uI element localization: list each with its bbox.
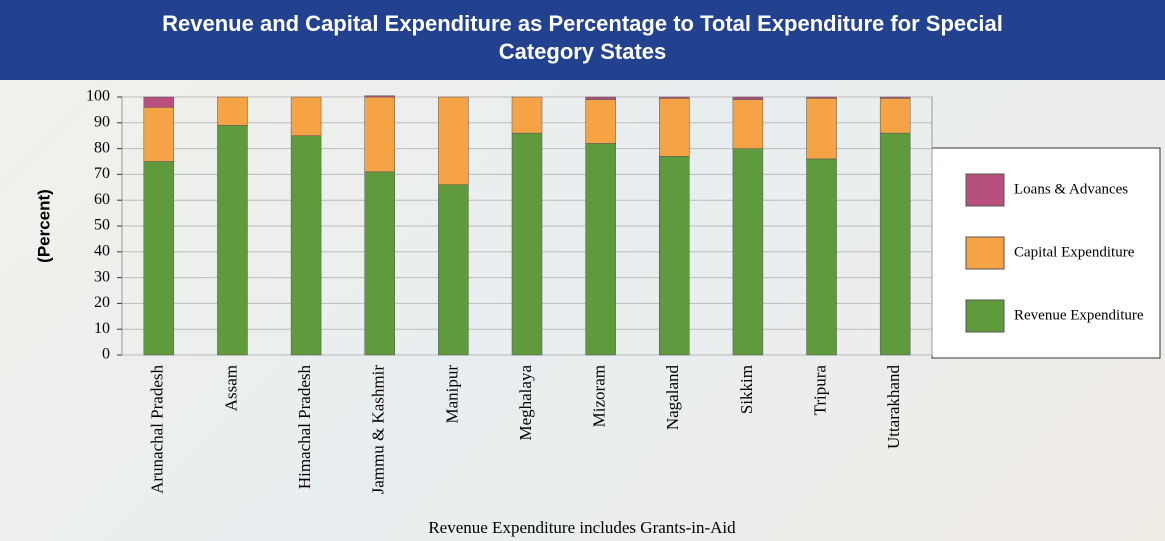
- bar-segment: [438, 96, 469, 185]
- bar-segment: [511, 96, 543, 134]
- x-tick-label: Arunachal Pradesh: [148, 365, 167, 494]
- x-tick-label: Sikkim: [737, 365, 756, 414]
- x-tick-label: Mizoram: [590, 365, 609, 427]
- note: Revenue Expenditure includes Grants-in-A…: [428, 518, 736, 537]
- bar-segment: [806, 96, 837, 99]
- bar-segment: [217, 96, 248, 126]
- bar-segment: [806, 158, 837, 356]
- bar-segment: [364, 96, 395, 173]
- legend-label: Loans & Advances: [1014, 181, 1128, 197]
- bar-segment: [659, 98, 690, 157]
- bar-segment: [732, 148, 764, 356]
- bar-segment: [143, 161, 175, 356]
- y-tick-label: 100: [86, 88, 110, 105]
- y-tick-label: 50: [94, 217, 110, 234]
- x-tick-label: Himachal Pradesh: [295, 365, 314, 490]
- bar-segment: [143, 96, 175, 108]
- x-tick-label: Meghalaya: [516, 365, 535, 441]
- bar-segment: [806, 98, 837, 160]
- bar-segment: [217, 125, 248, 356]
- legend-label: Revenue Expenditure: [1014, 307, 1144, 323]
- y-tick-label: 10: [94, 320, 110, 337]
- bar-segment: [511, 132, 543, 356]
- bar-segment: [290, 96, 322, 136]
- y-tick-label: 20: [94, 294, 110, 311]
- legend-label: Capital Expenditure: [1014, 244, 1135, 260]
- bar-segment: [879, 98, 911, 134]
- bar-segment: [585, 99, 616, 144]
- y-tick-label: 90: [94, 113, 110, 130]
- bar-segment: [879, 132, 911, 356]
- chart-title: Revenue and Capital Expenditure as Perce…: [0, 0, 1165, 80]
- bar-segment: [732, 99, 764, 149]
- y-tick-label: 70: [94, 165, 110, 182]
- bar-segment: [585, 143, 616, 356]
- bar-segment: [438, 184, 469, 356]
- y-tick-label: 0: [102, 346, 110, 363]
- y-tick-label: 30: [94, 268, 110, 285]
- legend-swatch: [965, 173, 1005, 207]
- y-axis-label: (Percent): [34, 189, 53, 263]
- bar-segment: [290, 135, 322, 356]
- x-tick-label: Manipur: [442, 365, 461, 424]
- y-tick-label: 60: [94, 191, 110, 208]
- legend-swatch: [965, 299, 1005, 333]
- x-tick-label: Jammu & Kashmir: [369, 365, 388, 495]
- bar-segment: [585, 96, 616, 100]
- x-tick-label: Nagaland: [663, 365, 682, 431]
- x-tick-label: Uttarakhand: [884, 365, 903, 450]
- y-tick-label: 40: [94, 242, 110, 259]
- bar-segment: [732, 96, 764, 100]
- bar-segment: [659, 156, 690, 356]
- y-tick-label: 80: [94, 139, 110, 156]
- bar-segment: [143, 107, 175, 162]
- bar-segment: [879, 96, 911, 99]
- x-tick-label: Assam: [221, 365, 240, 411]
- bar-segment: [364, 95, 395, 98]
- x-tick-label: Tripura: [810, 365, 829, 416]
- bar-segment: [659, 96, 690, 99]
- bar-segment: [364, 171, 395, 356]
- legend-swatch: [965, 236, 1005, 270]
